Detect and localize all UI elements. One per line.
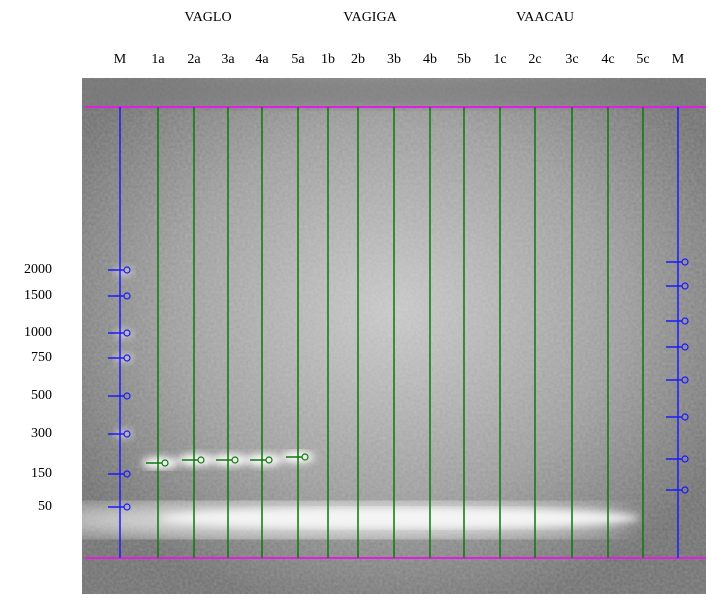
group-label: VAACAU xyxy=(516,10,574,25)
lane-label: 4b xyxy=(423,52,437,67)
lane-label: 2b xyxy=(351,52,365,67)
lane-label: 2c xyxy=(528,52,541,67)
marker-size-label: 2000 xyxy=(24,262,52,277)
group-label: VAGIGA xyxy=(343,10,397,25)
marker-size-label: 150 xyxy=(31,466,52,481)
gel-image xyxy=(30,78,706,594)
lane-label: 5a xyxy=(291,52,305,67)
lane-label: 3c xyxy=(565,52,578,67)
lane-label: 4c xyxy=(601,52,614,67)
marker-size-label: 750 xyxy=(31,350,52,365)
lane-label: 1a xyxy=(151,52,165,67)
lane-label: 1b xyxy=(321,52,335,67)
lane-label: 5b xyxy=(457,52,471,67)
lane-label: 3a xyxy=(221,52,235,67)
lane-label: M xyxy=(114,52,127,67)
marker-size-label: 1000 xyxy=(24,325,52,340)
lane-label: 3b xyxy=(387,52,401,67)
marker-size-label: 50 xyxy=(38,499,52,514)
group-label: VAGLO xyxy=(184,10,231,25)
lane-label: 5c xyxy=(636,52,649,67)
marker-size-label: 1500 xyxy=(24,288,52,303)
lane-label: 4a xyxy=(255,52,269,67)
marker-size-label: 300 xyxy=(31,426,52,441)
gel-viewer: VAGLO VAGIGA VAACAU M 1a 2a 3a 4a 5a 1b 2b 3b 4b 5b 1c… xyxy=(0,0,706,594)
lane-label: 2a xyxy=(187,52,201,67)
lane-label: 1c xyxy=(493,52,506,67)
lane-label: M xyxy=(672,52,685,67)
marker-size-label: 500 xyxy=(31,388,52,403)
